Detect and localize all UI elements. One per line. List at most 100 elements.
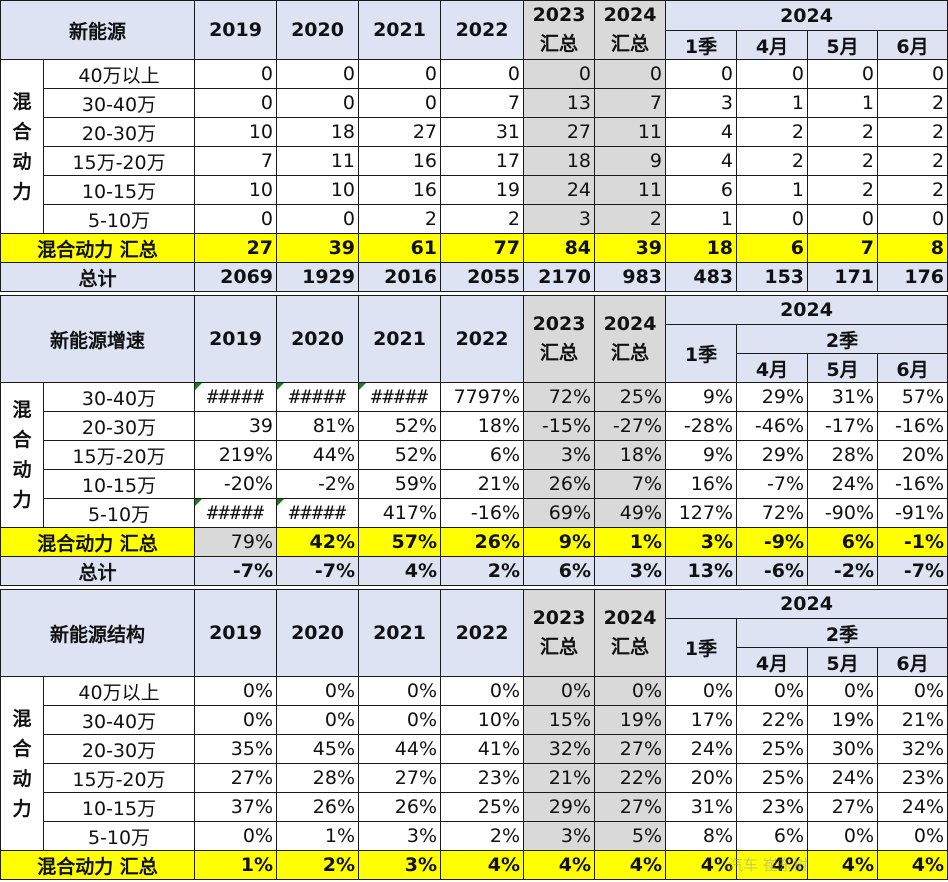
data-cell: 31 [440, 117, 525, 147]
data-cell: 15% [523, 705, 596, 735]
header-year: 2020 [276, 589, 360, 677]
subtotal-cell: -9% [736, 527, 809, 557]
data-cell: 2 [440, 204, 525, 234]
header-month: 5月 [807, 647, 879, 677]
data-cell: -27% [594, 411, 667, 441]
data-cell: 41% [440, 734, 525, 764]
data-cell: 0 [665, 59, 738, 89]
data-cell: 28% [807, 440, 879, 470]
total-cell: -7% [276, 556, 360, 586]
header-year: 2022 [440, 0, 525, 60]
data-cell: 69% [523, 498, 596, 528]
data-cell: 72% [523, 382, 596, 412]
total-cell: 153 [736, 262, 809, 292]
data-cell: 0 [358, 59, 442, 89]
data-cell: 2 [594, 204, 667, 234]
total-cell: 171 [807, 262, 879, 292]
table-row: 15万-20万 27% 28% 27% 23% 21% 22% 20% 25% 24% 23% [1, 763, 948, 793]
subtotal-cell: 9% [523, 527, 596, 557]
header-month: 4月 [736, 353, 809, 383]
header-year: 2020 [276, 0, 360, 60]
data-cell: 0 [877, 204, 948, 234]
data-cell: 24 [523, 175, 596, 205]
side-label-char: 合 [12, 737, 32, 760]
data-cell: 0 [523, 59, 596, 89]
data-cell: 72% [736, 498, 809, 528]
header-2024: 2024 [665, 0, 948, 31]
total-row: 总计 2069 1929 2016 2055 2170 983 483 153 171 176 [0, 262, 948, 292]
data-cell: 7 [194, 146, 278, 176]
data-cell: 26% [523, 469, 596, 499]
data-cell: 27% [594, 792, 667, 822]
data-cell: ##### [358, 382, 442, 412]
watermark: 汽车 崔东树 [728, 856, 808, 874]
header-month: 5月 [807, 353, 879, 383]
header-month: 5月 [807, 30, 879, 60]
data-cell: 18 [276, 117, 360, 147]
data-cell: 0 [594, 59, 667, 89]
table-row: 5-10万 ##### ##### 417% -16% 69% 49% 127% 72% -90%… [1, 498, 948, 528]
row-label: 15万-20万 [42, 146, 196, 176]
subtotal-cell: 6% [807, 527, 879, 557]
subtotal-row: 混合动力 汇总 27 39 61 77 84 39 18 6 7 8 [0, 233, 948, 263]
data-cell: 0 [194, 88, 278, 118]
data-cell: 20% [877, 440, 948, 470]
data-cell: 27% [594, 734, 667, 764]
data-cell: 0% [276, 676, 360, 706]
data-cell: 1 [665, 204, 738, 234]
data-cell: 0% [807, 676, 879, 706]
data-cell: 44% [276, 440, 360, 470]
data-cell: 37% [194, 792, 278, 822]
subtotal-cell: 57% [358, 527, 442, 557]
data-cell: ##### [276, 498, 360, 528]
subtotal-cell: 3% [665, 527, 738, 557]
side-label-char: 混 [12, 90, 32, 113]
total-cell: 2069 [194, 262, 278, 292]
data-cell: 10 [276, 175, 360, 205]
table-nev-growth: 新能源增速 2019 2020 2021 2022 2023 汇总 2024 汇总 … [0, 295, 948, 586]
data-cell: 3 [665, 88, 738, 118]
row-label: 5-10万 [42, 498, 196, 528]
subtotal-cell: 4% [807, 850, 879, 880]
subtotal-cell: 4% [440, 850, 525, 880]
data-cell: 24% [807, 469, 879, 499]
subtotal-cell: 61 [358, 233, 442, 263]
header-sum-2024: 2024 汇总 [594, 589, 667, 677]
side-label-char: 混 [12, 399, 32, 421]
data-cell: 27 [523, 117, 596, 147]
data-cell: 24% [877, 792, 948, 822]
subtotal-cell: 42% [276, 527, 360, 557]
header-year: 2019 [194, 295, 278, 383]
row-label: 30-40万 [42, 705, 196, 735]
data-cell: 5% [594, 821, 667, 851]
data-cell: 57% [877, 382, 948, 412]
data-cell: ##### [194, 382, 278, 412]
data-cell: 2 [736, 146, 809, 176]
subtotal-cell: 1% [194, 850, 278, 880]
header-year: 2020 [276, 295, 360, 383]
data-cell: 18 [523, 146, 596, 176]
total-cell: -6% [736, 556, 809, 586]
data-cell: -28% [665, 411, 738, 441]
subtotal-cell: -1% [877, 527, 948, 557]
data-cell: 219% [194, 440, 278, 470]
data-cell: 6% [440, 440, 525, 470]
data-cell: 2 [807, 175, 879, 205]
header-2024: 2024 [665, 589, 948, 619]
header-year: 2021 [358, 0, 442, 60]
side-label-char: 力 [12, 797, 32, 820]
data-cell: 21% [440, 469, 525, 499]
data-cell: 81% [276, 411, 360, 441]
total-cell: 6% [523, 556, 596, 586]
data-cell: 7 [440, 88, 525, 118]
data-cell: -2% [276, 469, 360, 499]
data-cell: 17% [665, 705, 738, 735]
data-cell: 1% [276, 821, 360, 851]
total-cell: 2% [440, 556, 525, 586]
data-cell: 0% [736, 676, 809, 706]
data-cell: 0 [276, 59, 360, 89]
subtotal-cell: 27 [194, 233, 278, 263]
data-cell: 2 [877, 117, 948, 147]
subtotal-cell: 6 [736, 233, 809, 263]
